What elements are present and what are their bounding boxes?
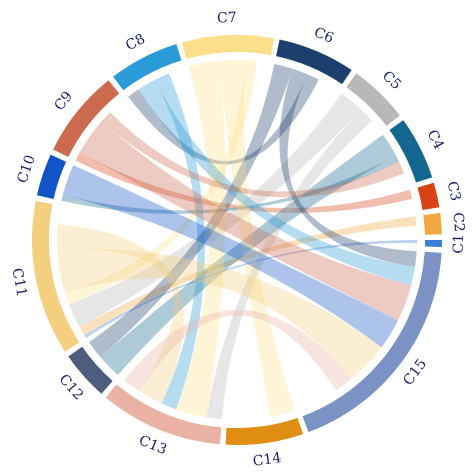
- chord: [279, 68, 417, 267]
- chord: [219, 59, 296, 417]
- arc: [68, 346, 113, 394]
- chord: [79, 216, 417, 336]
- node-label: C4: [424, 128, 447, 153]
- chord: [138, 79, 415, 286]
- node-label: C9: [51, 89, 76, 114]
- node-label: C14: [252, 450, 283, 470]
- chord: [75, 152, 413, 213]
- chord: [100, 134, 397, 376]
- arc: [276, 39, 352, 85]
- arc: [424, 240, 442, 248]
- chord: [61, 156, 400, 214]
- chord: [57, 248, 382, 380]
- chord: [56, 224, 184, 404]
- chords: [56, 59, 417, 420]
- arc: [113, 44, 182, 91]
- node-label: C2: [450, 212, 468, 233]
- chord: [68, 93, 362, 328]
- node-label: C15: [400, 356, 430, 388]
- chord: [124, 309, 352, 392]
- node-label: C8: [123, 31, 148, 54]
- node-label: C5: [379, 68, 404, 93]
- node-label: C11: [9, 267, 30, 298]
- arc: [423, 212, 442, 235]
- node-label: C13: [137, 433, 169, 459]
- arc: [32, 200, 80, 352]
- arc: [417, 182, 440, 210]
- chord: [128, 74, 319, 165]
- chord: [206, 109, 373, 420]
- node-label: C6: [312, 24, 336, 46]
- arc: [105, 384, 222, 445]
- arc: [225, 417, 304, 445]
- node-label: C7: [217, 10, 237, 27]
- node-label: C3: [444, 180, 464, 203]
- chord: [88, 63, 293, 358]
- arc: [181, 35, 275, 59]
- chord: [176, 60, 226, 418]
- node-label: C12: [56, 371, 87, 403]
- arc: [389, 120, 433, 183]
- arc: [36, 154, 67, 199]
- chord: [64, 60, 258, 305]
- arc: [346, 73, 400, 126]
- chord: [154, 73, 205, 410]
- node-label: C1: [451, 234, 467, 254]
- arc: [53, 80, 120, 157]
- arc: [302, 251, 442, 433]
- chord: [62, 165, 398, 348]
- chord: [79, 121, 412, 321]
- node-label: C10: [14, 153, 38, 185]
